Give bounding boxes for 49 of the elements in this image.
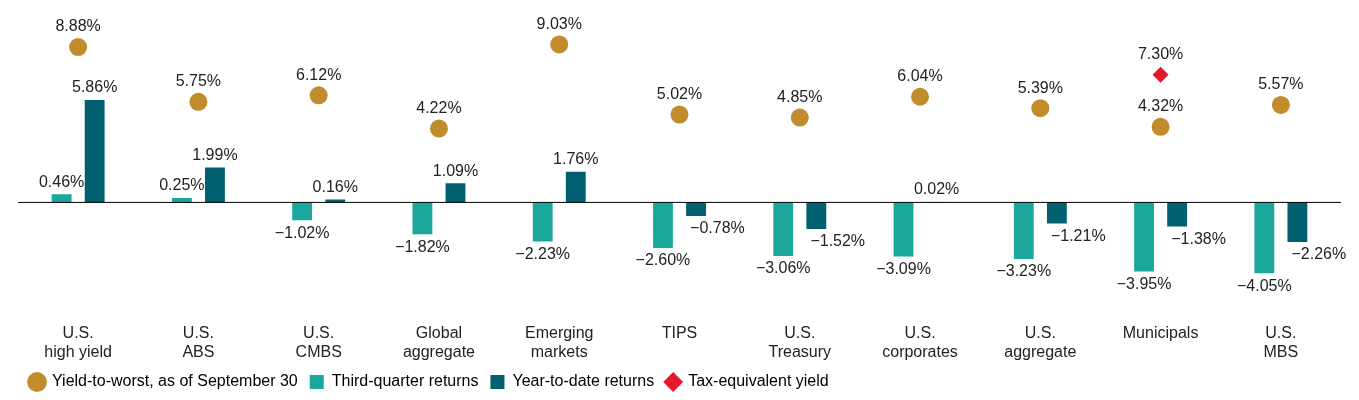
- data-label: 9.03%: [536, 14, 582, 32]
- data-label: 0.46%: [38, 172, 85, 190]
- data-label: 0.25%: [159, 176, 205, 194]
- x-tick-label: Global aggregate: [402, 323, 476, 360]
- data-label: −0.78%: [690, 219, 745, 237]
- x-tick-label: U.S. CMBS: [295, 323, 342, 360]
- data-label: −3.09%: [876, 259, 931, 277]
- data-label: −1.52%: [810, 232, 866, 250]
- data-label: −2.26%: [1291, 245, 1347, 263]
- x-tick-label: TIPS: [661, 323, 698, 341]
- data-label: 0.02%: [913, 180, 960, 198]
- x-tick-label: Emerging markets: [524, 323, 594, 360]
- data-label: 1.99%: [192, 146, 238, 164]
- legend-label: Third-quarter returns: [331, 372, 479, 390]
- x-tick-label: Municipals: [1122, 323, 1199, 341]
- data-label: 4.32%: [1137, 97, 1184, 115]
- data-label: 4.85%: [777, 87, 823, 105]
- data-label: 0.16%: [312, 178, 358, 196]
- data-label: −2.23%: [515, 244, 571, 262]
- data-label: 1.76%: [553, 150, 599, 168]
- data-label: 4.22%: [416, 99, 462, 116]
- data-label: −1.02%: [274, 223, 330, 241]
- data-label: 8.88%: [55, 17, 101, 35]
- x-tick-label: U.S. Treasury: [768, 323, 832, 360]
- data-label: −1.21%: [1050, 226, 1106, 244]
- data-label: −3.95%: [1116, 274, 1172, 292]
- data-label: −1.82%: [395, 237, 450, 255]
- legend-label: Year-to-date returns: [512, 372, 655, 390]
- data-label: −4.05%: [1236, 276, 1292, 294]
- x-tick-label: U.S. MBS: [1263, 323, 1299, 360]
- legend-label: Yield-to-worst, as of September 30: [52, 372, 298, 390]
- x-tick-label: U.S. ABS: [182, 323, 215, 360]
- data-label: 5.39%: [1017, 78, 1064, 96]
- data-label: 6.12%: [295, 65, 342, 83]
- data-label: 5.75%: [175, 72, 222, 90]
- x-tick-label: U.S. corporates: [882, 323, 958, 360]
- data-label: 5.02%: [656, 85, 703, 103]
- data-label: 6.04%: [897, 67, 943, 85]
- data-label: 5.86%: [71, 78, 118, 96]
- x-tick-label: U.S. high yield: [44, 323, 112, 360]
- data-label: −2.60%: [635, 251, 691, 269]
- data-label: −3.06%: [755, 259, 811, 277]
- x-tick-label: U.S. aggregate: [1004, 323, 1077, 360]
- data-label: 7.30%: [1137, 45, 1184, 63]
- legend-label: Tax-equivalent yield: [688, 372, 829, 390]
- data-label: 5.57%: [1258, 75, 1304, 93]
- data-label: −3.23%: [996, 262, 1052, 280]
- data-label: −1.38%: [1171, 229, 1226, 247]
- data-label: 1.09%: [432, 161, 479, 179]
